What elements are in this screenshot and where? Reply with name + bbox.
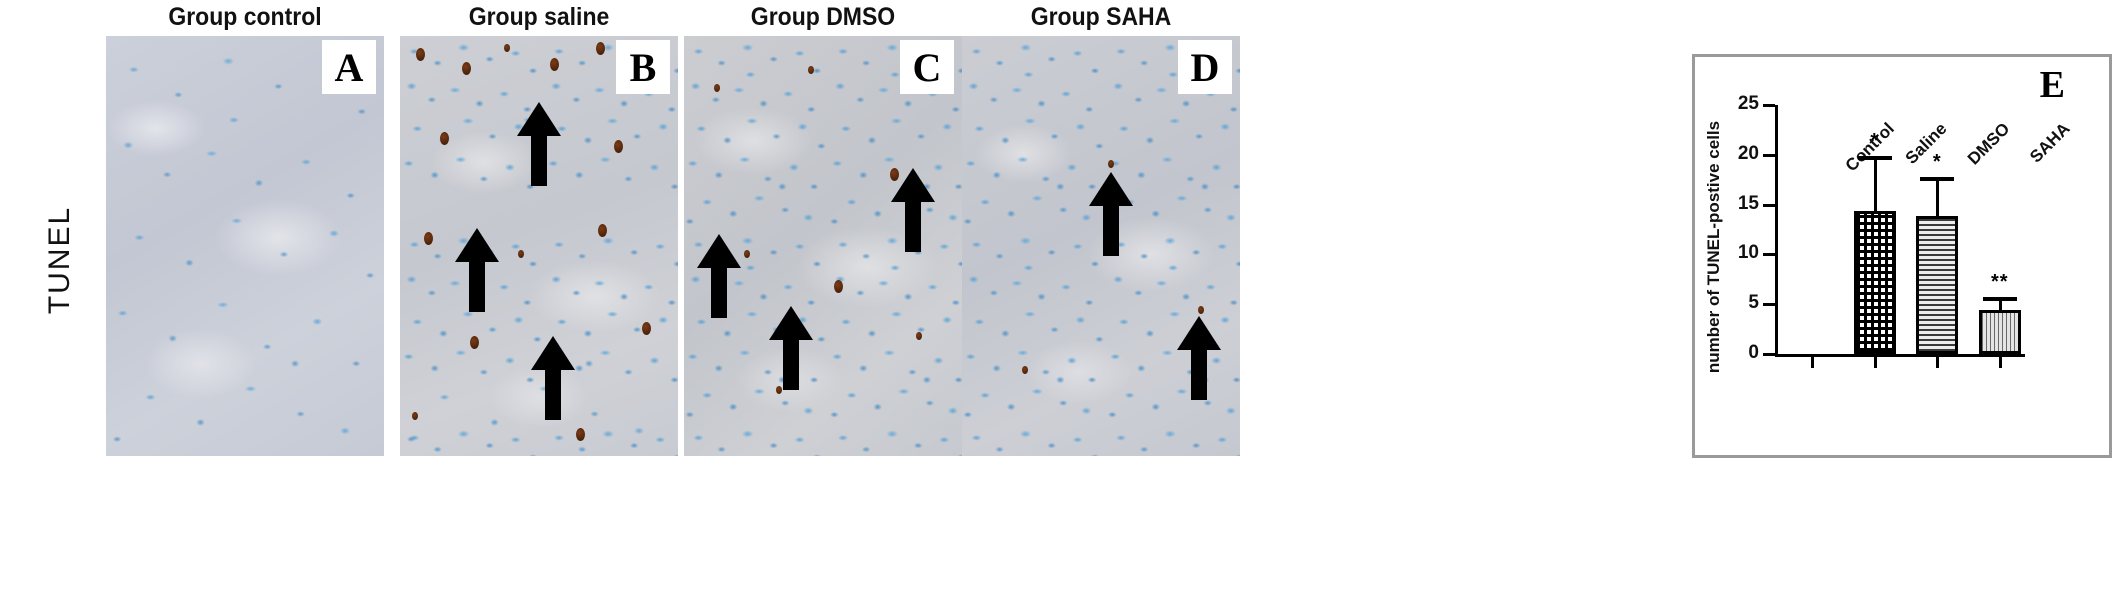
- y-tick-label: 10: [1737, 242, 1759, 264]
- bar-saline: [1853, 210, 1896, 354]
- significance-marker: *: [1870, 129, 1880, 152]
- arrow-icon: [1177, 316, 1221, 400]
- micrograph-panel-saline: B: [400, 36, 678, 456]
- panel-letter-d: D: [1178, 40, 1232, 94]
- arrow-icon: [769, 306, 813, 390]
- nuclei-layer-3: [106, 36, 384, 456]
- micrograph-panel-dmso: C: [684, 36, 962, 456]
- arrow-icon: [891, 168, 935, 252]
- x-tick-label: DMSO: [1964, 119, 2014, 169]
- panel-letter-c: C: [900, 40, 954, 94]
- significance-marker: **: [1990, 271, 2009, 294]
- panel-title-saha: Group SAHA: [1030, 3, 1172, 31]
- x-tick: [1873, 357, 1877, 368]
- tunel-positive-dots: [684, 36, 962, 456]
- y-tick-label: 5: [1748, 292, 1759, 314]
- panel-letter-b: B: [616, 40, 670, 94]
- panel-letter-e: E: [2039, 64, 2065, 106]
- y-axis-label-text: number of TUNEL-postive cells: [1704, 120, 1724, 374]
- error-bar: [1998, 297, 2002, 311]
- micrograph-panel-saha: D: [962, 36, 1240, 456]
- error-bar: [1936, 176, 1940, 216]
- error-bar-cap: [1857, 155, 1892, 160]
- panel-title-control: Group control: [168, 3, 322, 31]
- arrow-icon: [1089, 172, 1133, 256]
- x-tick: [1811, 357, 1815, 368]
- tunel-positive-dots: [962, 36, 1240, 456]
- bar-chart-panel: E number of TUNEL-postive cells 0 5 10 15 20…: [1692, 54, 2112, 458]
- bar-dmso: [1916, 215, 1959, 354]
- y-tick: [1763, 203, 1775, 207]
- y-tick-label: 25: [1737, 92, 1759, 114]
- error-bar: [1873, 155, 1877, 211]
- y-tick-label: 15: [1737, 192, 1759, 214]
- x-tick: [1998, 357, 2002, 368]
- y-tick: [1763, 153, 1775, 157]
- row-label-text: TUNEL: [43, 205, 77, 315]
- plot-area: 0 5 10 15 20 25 Control Saline DMSO SAHA * * **: [1738, 93, 2073, 368]
- panel-title-saline: Group saline: [468, 3, 610, 31]
- y-tick-label: 0: [1748, 341, 1759, 363]
- y-axis-line: [1775, 105, 1778, 357]
- arrow-icon: [697, 234, 741, 318]
- x-tick-label: SAHA: [2025, 119, 2074, 167]
- arrow-icon: [455, 228, 499, 312]
- x-tick-label: Saline: [1901, 119, 1951, 168]
- x-tick: [1936, 357, 1940, 368]
- y-tick: [1763, 303, 1775, 307]
- y-tick: [1763, 253, 1775, 257]
- significance-marker: *: [1932, 150, 1942, 173]
- error-bar-cap: [1982, 297, 2017, 302]
- y-tick: [1763, 104, 1775, 107]
- micrograph-panel-control: A: [106, 36, 384, 456]
- y-tick-label: 20: [1737, 142, 1759, 164]
- panel-letter-a: A: [322, 40, 376, 94]
- bar-saha: [1978, 310, 2021, 354]
- arrow-icon: [517, 102, 561, 186]
- arrow-icon: [531, 336, 575, 420]
- y-axis-label: number of TUNEL-postive cells: [1699, 97, 1729, 397]
- x-axis-line: [1775, 354, 2025, 357]
- y-tick: [1763, 353, 1775, 356]
- error-bar-cap: [1920, 176, 1955, 181]
- panel-title-dmso: Group DMSO: [750, 3, 896, 31]
- row-label-tunel: TUNEL: [30, 140, 90, 380]
